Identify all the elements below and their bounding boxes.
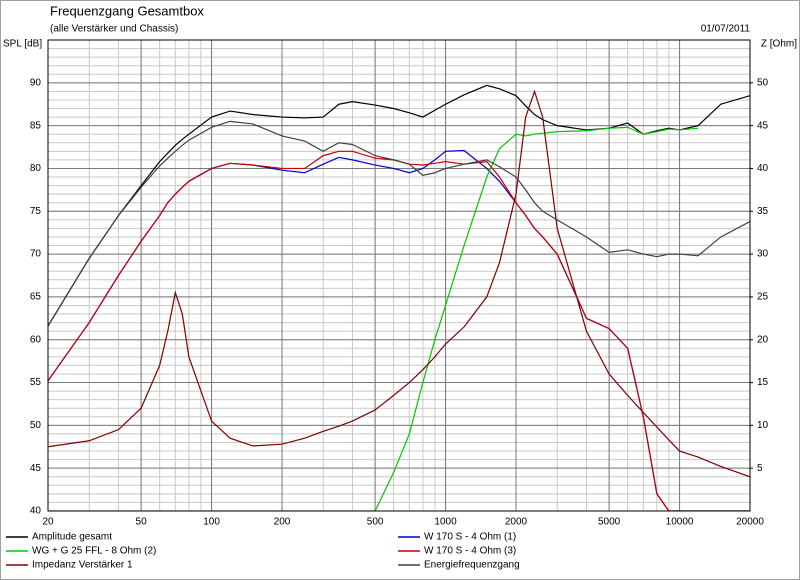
y-tick-label: 40 (30, 506, 42, 517)
y2-tick-label: 10 (757, 420, 769, 431)
y2-tick-label: 25 (757, 292, 769, 303)
x-tick-label: 500 (367, 517, 384, 528)
y-tick-label: 65 (30, 292, 42, 303)
y-tick-label: 45 (30, 463, 42, 474)
y-tick-label: 60 (30, 334, 42, 345)
y-tick-label: 75 (30, 206, 42, 217)
y2-tick-label: 50 (757, 77, 769, 88)
y-tick-label: 55 (30, 377, 42, 388)
x-tick-label: 20 (42, 517, 54, 528)
y2-tick-label: 15 (757, 377, 769, 388)
y-tick-label: 70 (30, 249, 42, 260)
grid: 20 50 100 200 500 1000 2000 5000 10000 20000 40 45 5… (30, 40, 769, 528)
legend-label: Impedanz Verstärker 1 (32, 560, 133, 571)
plot-lines (48, 84, 750, 511)
y-tick-label: 50 (30, 420, 42, 431)
series-line (48, 89, 750, 478)
series-line (48, 126, 699, 511)
y2-tick-label: 45 (757, 120, 769, 131)
x-tick-label: 5000 (598, 517, 621, 528)
x-tick-label: 200 (274, 517, 291, 528)
x-tick-label: 20000 (736, 517, 764, 528)
y2-tick-label: 40 (757, 163, 769, 174)
y2-axis-label: Z [Ohm] (761, 39, 797, 50)
legend: Amplitude gesamt W 170 S - 4 Ohm (1) WG + … (6, 532, 520, 571)
chart-subtitle: (alle Verstärker und Chassis) (50, 24, 178, 35)
y2-tick-label: 5 (757, 463, 763, 474)
legend-label: W 170 S - 4 Ohm (1) (424, 532, 516, 543)
x-tick-label: 100 (203, 517, 220, 528)
legend-label: Energiefrequenzgang (424, 560, 520, 571)
series-line (48, 150, 750, 511)
series-line (48, 84, 750, 327)
y-tick-label: 90 (30, 77, 42, 88)
y-axis-label: SPL [dB] (3, 39, 42, 50)
x-tick-label: 50 (136, 517, 148, 528)
y-tick-label: 85 (30, 120, 42, 131)
chart-date: 01/07/2011 (701, 24, 751, 35)
plot-border (47, 39, 751, 512)
legend-label: WG + G 25 FFL - 8 Ohm (2) (32, 546, 156, 557)
chart-title: Frequenzgang Gesamtbox (50, 3, 204, 18)
y2-tick-label: 35 (757, 206, 769, 217)
legend-label: W 170 S - 4 Ohm (3) (424, 546, 516, 557)
y2-tick-label: 30 (757, 249, 769, 260)
x-tick-label: 1000 (434, 517, 457, 528)
x-tick-label: 10000 (666, 517, 694, 528)
x-tick-label: 2000 (505, 517, 528, 528)
legend-label: Amplitude gesamt (32, 532, 112, 543)
y-tick-label: 80 (30, 163, 42, 174)
series-line (48, 120, 750, 327)
y2-tick-label: 20 (757, 334, 769, 345)
